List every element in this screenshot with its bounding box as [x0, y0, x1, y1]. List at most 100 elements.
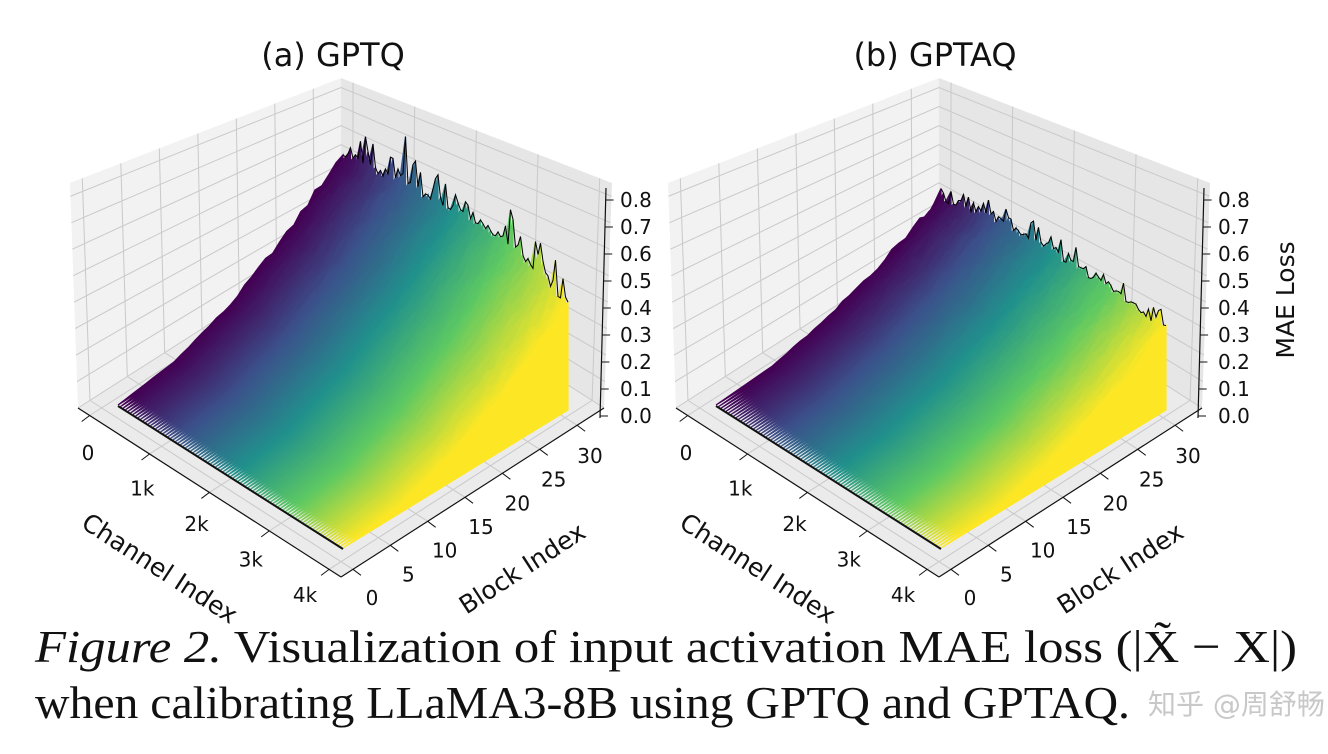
caption-line-1: Figure 2. Visualization of input activat… — [34, 621, 1297, 672]
z-gridline — [670, 125, 1208, 250]
z-tick-label: 0.2 — [1218, 350, 1250, 374]
z-gridline — [70, 86, 612, 197]
z-gridline — [672, 182, 1206, 330]
block-gridline-wall — [235, 118, 240, 305]
caption-text-1: Visualization of input activation MAE lo… — [222, 621, 1297, 672]
block-tick — [427, 520, 436, 528]
block-tick-label: 15 — [1066, 515, 1091, 539]
z-gridline — [71, 106, 611, 224]
block-gridline-wall — [81, 178, 91, 401]
surface-crest-line — [940, 188, 1167, 327]
block-tick-label: 30 — [1175, 444, 1200, 468]
block-tick — [502, 472, 511, 480]
z-tick-label: 0.7 — [1218, 215, 1250, 239]
z-gridline — [669, 106, 1209, 224]
z-tick-label: 0.2 — [620, 350, 652, 374]
pane-left-wall — [668, 78, 939, 408]
z-axis-line — [1197, 187, 1205, 419]
block-gridline-wall — [718, 163, 726, 377]
channel-axis-line — [77, 407, 342, 578]
caption-label: Figure 2. — [34, 621, 222, 672]
channel-tick-label: 3k — [239, 548, 264, 572]
z-tick-label: 0.8 — [620, 188, 652, 212]
block-tick-label: 15 — [468, 515, 493, 539]
block-axis-line — [340, 407, 605, 578]
block-tick — [950, 568, 960, 576]
channel-tick — [320, 568, 330, 576]
channel-tick-label: 4k — [891, 583, 916, 607]
block-tick — [1137, 448, 1147, 456]
z-gridline — [672, 163, 1206, 303]
block-tick-label: 25 — [1139, 468, 1164, 492]
channel-tick — [201, 492, 210, 499]
block-tick — [539, 448, 549, 456]
block-tick — [352, 568, 362, 576]
channel-gridline-wall — [1189, 178, 1199, 401]
block-axis-line — [938, 407, 1203, 578]
channel-tick — [679, 415, 688, 422]
z-tick-label: 0.0 — [1218, 404, 1250, 428]
block-gridline-floor — [89, 399, 354, 570]
z-tick-label: 0.7 — [620, 215, 652, 239]
channel-tick — [799, 492, 808, 499]
z-gridline — [72, 125, 610, 250]
z-gridline — [668, 86, 1210, 197]
channel-tick-label: 1k — [130, 477, 155, 501]
surface-slice — [940, 324, 1167, 549]
panel-title: (b) GPTAQ — [853, 36, 1016, 74]
block-tick-label: 25 — [541, 468, 566, 492]
block-gridline-wall — [756, 148, 764, 353]
z-tick-label: 0.4 — [1218, 296, 1250, 320]
caption-line-2: when calibrating LLaMA3-8B using GPTQ an… — [35, 677, 1130, 728]
channel-tick — [81, 415, 90, 422]
channel-tick-label: 2k — [184, 512, 209, 536]
block-tick — [1062, 496, 1072, 504]
channel-axis-title: Channel Index — [77, 507, 243, 629]
z-axis-title: MAE Loss — [1271, 241, 1300, 358]
z-tick-label: 0.8 — [1218, 188, 1250, 212]
channel-gridline-wall — [591, 178, 601, 401]
z-tick-label: 0.1 — [1218, 377, 1250, 401]
channel-tick — [918, 568, 928, 576]
z-gridline — [73, 144, 609, 277]
block-tick-label: 0 — [964, 586, 977, 610]
block-tick — [464, 496, 474, 504]
block-tick-label: 5 — [402, 562, 415, 586]
block-tick-label: 10 — [1030, 539, 1055, 563]
block-tick — [390, 544, 399, 552]
z-tick-label: 0.5 — [620, 269, 652, 293]
pane-left-wall — [70, 78, 341, 408]
channel-tick-label: 3k — [837, 548, 862, 572]
block-tick — [1100, 472, 1109, 480]
channel-axis-title: Channel Index — [675, 507, 841, 629]
z-tick-label: 0.3 — [620, 323, 652, 347]
channel-tick-label: 2k — [782, 512, 807, 536]
block-gridline-floor — [687, 399, 952, 570]
channel-gridline-floor — [328, 399, 593, 570]
channel-axis-line — [675, 407, 940, 578]
channel-tick — [260, 530, 270, 538]
channel-gridline-floor — [926, 399, 1191, 570]
surface-crest-line — [342, 136, 569, 303]
channel-tick — [858, 530, 868, 538]
channel-tick-label: 4k — [293, 583, 318, 607]
block-tick-label: 5 — [1000, 562, 1013, 586]
channel-tick-label: 0 — [680, 441, 693, 465]
z-tick-label: 0.5 — [1218, 269, 1250, 293]
z-gridline — [671, 144, 1207, 277]
surface-front-edge — [117, 405, 344, 550]
z-tick-label: 0.1 — [620, 377, 652, 401]
z-tick-label: 0.4 — [620, 296, 652, 320]
surface-front-edge — [715, 405, 942, 550]
channel-tick-label: 0 — [82, 441, 95, 465]
block-gridline-wall — [158, 148, 166, 353]
z-tick-label: 0.6 — [1218, 242, 1250, 266]
block-gridline-wall — [795, 133, 801, 329]
watermark: 知乎 @周舒畅 — [1148, 688, 1325, 721]
channel-tick — [141, 453, 150, 461]
block-tick-label: 30 — [577, 444, 602, 468]
channel-tick-label: 1k — [728, 477, 753, 501]
